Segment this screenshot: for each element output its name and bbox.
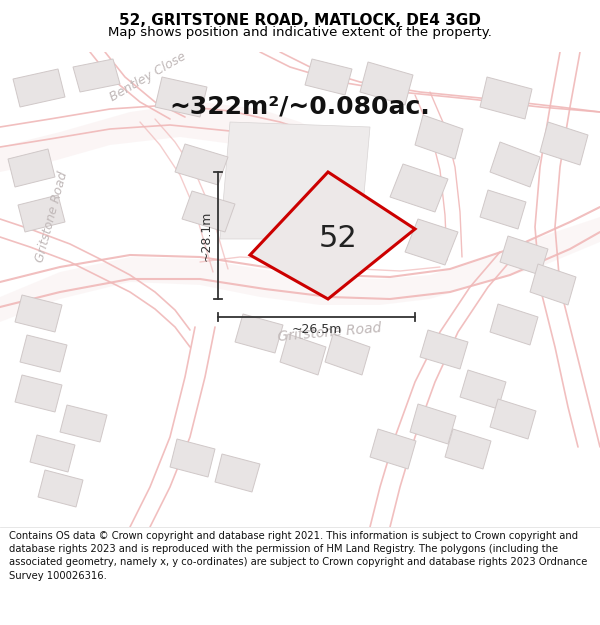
- Polygon shape: [18, 195, 65, 232]
- Polygon shape: [540, 122, 588, 165]
- Polygon shape: [490, 399, 536, 439]
- Polygon shape: [490, 142, 540, 187]
- Text: Contains OS data © Crown copyright and database right 2021. This information is : Contains OS data © Crown copyright and d…: [9, 531, 587, 581]
- Polygon shape: [415, 115, 463, 159]
- Text: 52: 52: [319, 224, 358, 253]
- Polygon shape: [38, 470, 83, 507]
- Polygon shape: [60, 405, 107, 442]
- Polygon shape: [480, 190, 526, 229]
- Polygon shape: [460, 370, 506, 409]
- Text: Gritstone Road: Gritstone Road: [278, 321, 382, 344]
- Polygon shape: [8, 149, 55, 187]
- Polygon shape: [325, 334, 370, 375]
- Polygon shape: [155, 77, 207, 117]
- Polygon shape: [420, 330, 468, 369]
- Polygon shape: [490, 304, 538, 345]
- Polygon shape: [445, 429, 491, 469]
- Polygon shape: [360, 62, 413, 105]
- Polygon shape: [305, 59, 352, 95]
- Polygon shape: [235, 314, 283, 353]
- Polygon shape: [0, 102, 330, 172]
- Polygon shape: [405, 219, 458, 265]
- Polygon shape: [410, 404, 456, 444]
- Polygon shape: [73, 59, 120, 92]
- Text: ~28.1m: ~28.1m: [199, 210, 212, 261]
- Text: Gritstone Road: Gritstone Road: [34, 170, 70, 264]
- Polygon shape: [250, 172, 415, 299]
- Text: Bentley Close: Bentley Close: [107, 50, 188, 104]
- Polygon shape: [170, 439, 215, 477]
- Polygon shape: [215, 454, 260, 492]
- Polygon shape: [175, 144, 228, 185]
- Polygon shape: [530, 264, 576, 305]
- Text: Map shows position and indicative extent of the property.: Map shows position and indicative extent…: [108, 26, 492, 39]
- Polygon shape: [390, 164, 448, 212]
- Polygon shape: [30, 435, 75, 472]
- Polygon shape: [15, 295, 62, 332]
- Text: 52, GRITSTONE ROAD, MATLOCK, DE4 3GD: 52, GRITSTONE ROAD, MATLOCK, DE4 3GD: [119, 13, 481, 28]
- Polygon shape: [0, 217, 600, 322]
- Polygon shape: [15, 375, 62, 412]
- Polygon shape: [280, 334, 326, 375]
- Text: ~26.5m: ~26.5m: [292, 324, 341, 336]
- Polygon shape: [370, 429, 416, 469]
- Polygon shape: [13, 69, 65, 107]
- Polygon shape: [182, 191, 235, 232]
- Polygon shape: [480, 77, 532, 119]
- Text: ~322m²/~0.080ac.: ~322m²/~0.080ac.: [170, 95, 430, 119]
- Polygon shape: [220, 122, 370, 239]
- Polygon shape: [500, 236, 548, 275]
- Polygon shape: [20, 335, 67, 372]
